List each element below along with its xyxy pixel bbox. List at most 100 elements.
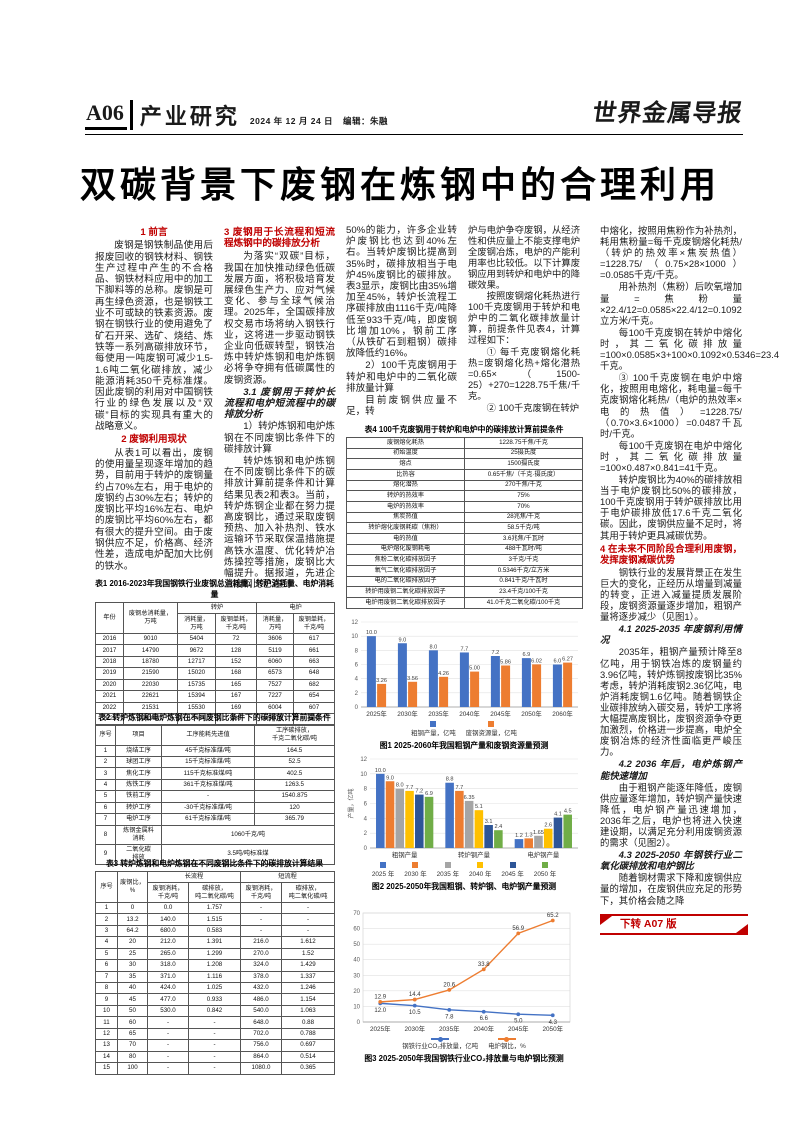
table-row: 12 65- -702.0 0.788 xyxy=(95,1027,335,1041)
svg-text:0: 0 xyxy=(357,1020,361,1026)
paragraph: 目前废钢供应量不足，转 xyxy=(346,395,457,418)
table-row: 2019 21590 15020 168 6573 648 xyxy=(95,667,335,680)
svg-text:电炉钢产量: 电炉钢产量 xyxy=(527,850,560,859)
table-cell: 15735 xyxy=(177,678,216,692)
table-header-row: 年份 废钢总消耗量， 万吨 转炉 电炉 xyxy=(95,601,335,634)
table-cell: 6 xyxy=(95,959,118,972)
svg-text:10: 10 xyxy=(351,634,358,640)
table-cell: 9010 xyxy=(123,632,178,646)
table-cell: 消耗量， 万吨 xyxy=(256,613,294,634)
svg-text:2040年: 2040年 xyxy=(473,1024,494,1033)
svg-text:14.4: 14.4 xyxy=(409,992,421,998)
table-cell: 6573 xyxy=(256,667,294,680)
table-cell: 140.0 xyxy=(147,913,189,926)
table-cell: 28兆焦/千克 xyxy=(464,511,583,524)
table-cell: 100 xyxy=(117,1062,148,1075)
fig1-canvas: 0 2 4 6 8 10 12 10.0 3.26 2025年 9.0 3.56 2030年 8.0 4.2… xyxy=(351,620,578,718)
legend-swatch xyxy=(380,862,387,868)
table-cell: 64.2 xyxy=(117,924,148,938)
table-cell: 工序能耗先进值 xyxy=(161,725,255,746)
legend-item: 粗钢产量，亿吨 xyxy=(411,721,456,737)
table-cell: 1.515 xyxy=(188,913,241,926)
table-cell: 11 xyxy=(95,1016,118,1029)
svg-text:1.65: 1.65 xyxy=(533,830,544,836)
svg-text:8.0: 8.0 xyxy=(430,644,438,650)
table-cell: 270.0 xyxy=(240,947,282,961)
svg-text:9.0: 9.0 xyxy=(386,775,394,781)
table-cell: 115千克标准煤/吨 xyxy=(161,767,255,780)
table-cell: 14 xyxy=(95,1050,118,1064)
table-cell: 1.757 xyxy=(188,901,241,915)
paragraph: 炉与电炉争夺废钢，从经济性和供应量上不能支撑电炉全废钢冶炼，电炉的产能利用率也比… xyxy=(468,225,580,290)
svg-text:10.0: 10.0 xyxy=(375,768,386,774)
table-row: 电炉用废钢二氧化碳排放因子 41.0千克二氧化碳/100千克 xyxy=(346,596,583,609)
svg-text:3.26: 3.26 xyxy=(376,678,387,684)
table-cell: 13 xyxy=(95,1039,118,1052)
table-cell: 18780 xyxy=(123,655,178,669)
table-cell: 4 xyxy=(95,936,118,949)
table-row: 氧气二氧化碳排放因子 0.5346千克/立方米 xyxy=(346,564,583,577)
table-row: 转炉的热效率 75% xyxy=(346,490,583,502)
table-row: 电炉熔化废钢耗电 488千瓦时/吨 xyxy=(346,543,583,556)
table-cell: 6060 xyxy=(256,655,294,669)
table-cell: 0.514 xyxy=(281,1050,335,1064)
legend-item: 2025 年 xyxy=(372,862,394,878)
table-cell: 324.0 xyxy=(240,959,282,972)
table-cell: 30 xyxy=(117,959,148,972)
table-cell: - xyxy=(281,924,335,938)
table-cell: 15394 xyxy=(177,690,216,703)
table-cell: 15千克标准煤/吨 xyxy=(161,755,255,769)
table-cell: 1.612 xyxy=(281,936,335,949)
table-cell: 2 xyxy=(95,913,118,926)
table-cell: 转炉 xyxy=(177,601,257,615)
table-cell: 废钢单耗， 千克/吨 xyxy=(293,613,335,634)
header-editor: 编辑：朱融 xyxy=(343,116,389,126)
table-cell: 1.52 xyxy=(281,947,335,961)
paragraph: 2）100千克废钢用于转炉和电炉中的二氧化碳排放量计算 xyxy=(346,360,457,394)
table-cell: - xyxy=(147,1039,189,1052)
continued-on-page-banner: 下转 A07 版 xyxy=(600,913,748,935)
table-cell: 0.365 xyxy=(281,1062,335,1075)
table-row: 14 80- -864.0 0.514 xyxy=(95,1050,335,1064)
svg-text:4.26: 4.26 xyxy=(438,671,449,677)
svg-text:7.7: 7.7 xyxy=(406,785,414,791)
table-cell: 1.337 xyxy=(281,970,335,984)
table-cell: 40 xyxy=(117,981,148,995)
table-cell: 短流程 xyxy=(240,870,335,884)
table-cell: 50 xyxy=(117,1004,148,1018)
svg-text:5.1: 5.1 xyxy=(475,804,483,810)
table-cell: 152 xyxy=(215,655,257,669)
figure-3-co2-eaf-ratio-forecast: 0 10 20 30 40 50 60 70 2025年 2030年 2035年 2040年 2045年… xyxy=(346,903,582,1064)
svg-text:3.56: 3.56 xyxy=(407,676,418,682)
svg-text:8: 8 xyxy=(364,787,368,793)
svg-text:12: 12 xyxy=(351,620,358,626)
fig3-legend: 钢铁行业CO₂排放量，亿吨 电炉钢比，% xyxy=(402,1036,526,1050)
table-cell: 电炉 xyxy=(256,601,335,615)
table-cell: 电的热值 xyxy=(346,532,465,545)
table-row: 2021 22621 15394 167 7227 654 xyxy=(95,690,335,703)
table-row: 焦粉二氧化碳排放因子 3千克/千克 xyxy=(346,554,583,566)
svg-text:60: 60 xyxy=(353,927,360,933)
table-row: 8 炼钢金属料 消耗 1060千克/吨 xyxy=(95,824,335,846)
table-caption: 表1 2016-2023年我国钢铁行业废钢总消耗量、转炉消耗量、电炉消耗量 xyxy=(95,579,334,599)
svg-text:6.9: 6.9 xyxy=(425,791,433,797)
header-left: A06 产业研究 2024 年 12 月 24 日 编辑：朱融 xyxy=(85,100,388,130)
table-cell: 60 xyxy=(117,1016,148,1029)
svg-text:2035年: 2035年 xyxy=(439,1024,460,1033)
table-cell: 756.0 xyxy=(240,1039,282,1052)
table-cell: 14790 xyxy=(123,644,178,657)
table-row: 9 45 477.0 0.933 486.0 1.154 xyxy=(95,993,335,1006)
table-cell: 年份 xyxy=(95,602,124,634)
svg-text:2030年: 2030年 xyxy=(404,1024,425,1033)
section-heading: 4.2 2036 年后，电炉炼钢产能快速增加 xyxy=(600,758,742,781)
table-cell: 663 xyxy=(293,655,335,669)
svg-text:2050年: 2050年 xyxy=(521,709,542,718)
table-cell: 530.0 xyxy=(147,1004,189,1018)
table-cell: 7227 xyxy=(256,690,294,703)
table-cell: 序号 xyxy=(95,725,116,746)
table-cell: 1263.5 xyxy=(254,778,335,792)
svg-text:2025年: 2025年 xyxy=(370,1024,391,1033)
table-row: 2018 18780 12717 152 6060 663 xyxy=(95,655,335,669)
table-cell: 13.2 xyxy=(117,913,148,926)
table-cell: 165 xyxy=(215,678,257,692)
